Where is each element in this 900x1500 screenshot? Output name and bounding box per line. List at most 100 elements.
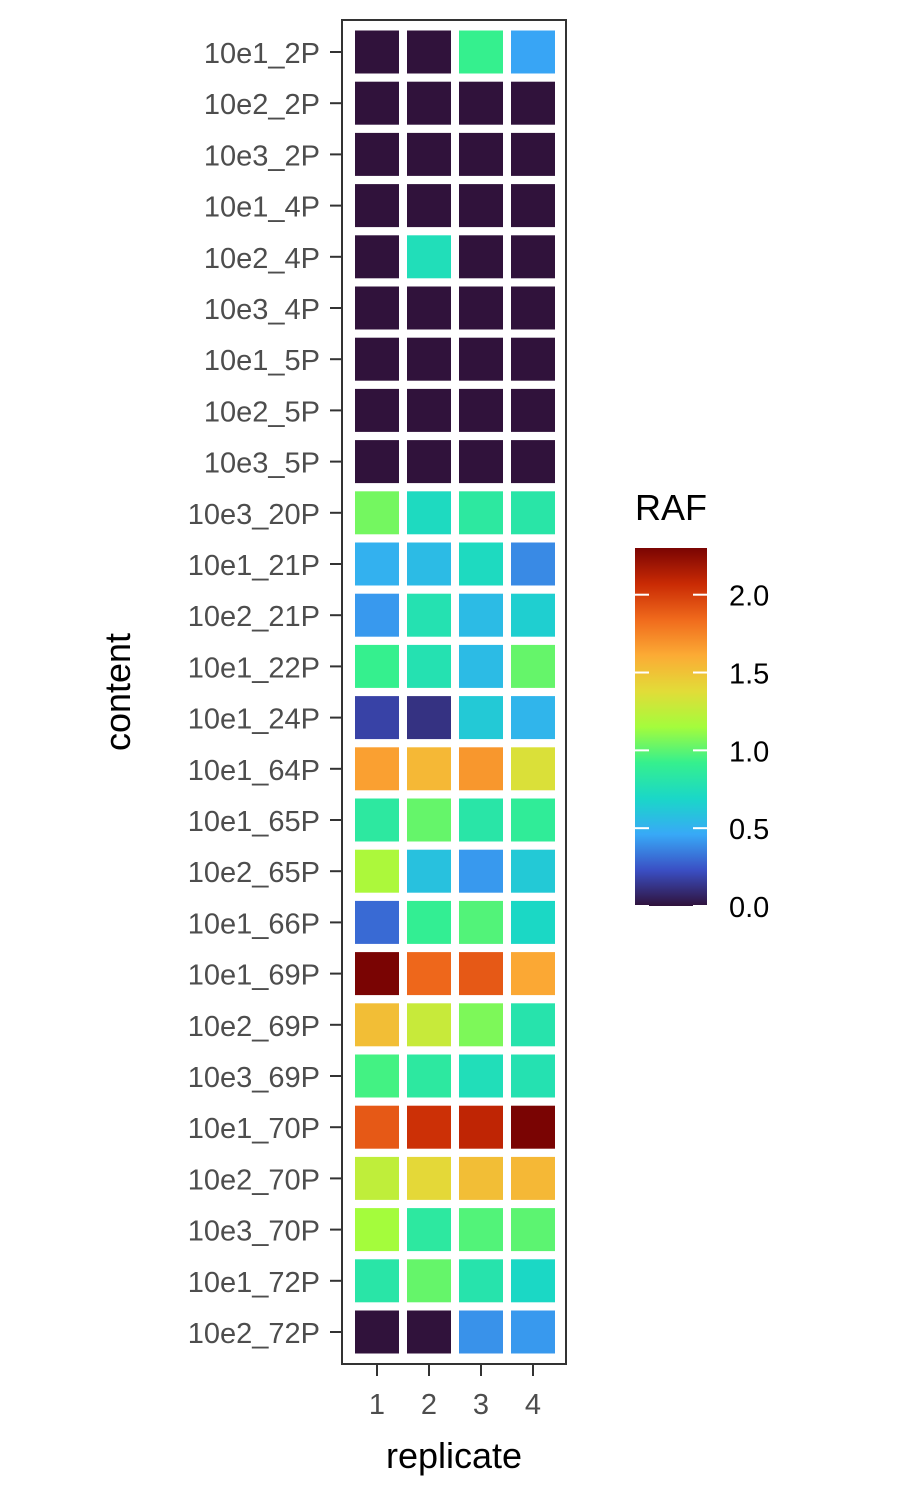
heatmap-cell bbox=[355, 1105, 399, 1149]
heatmap-cell bbox=[355, 1054, 399, 1098]
y-tick-label: 10e1_66P bbox=[188, 908, 320, 940]
heatmap-cell bbox=[511, 1259, 555, 1303]
y-tick-label: 10e1_21P bbox=[188, 550, 320, 582]
legend-tick-label: 1.0 bbox=[729, 736, 769, 768]
heatmap-cell bbox=[511, 81, 555, 125]
heatmap-cell bbox=[511, 286, 555, 330]
heatmap-cell bbox=[511, 644, 555, 688]
heatmap-cell bbox=[511, 1156, 555, 1200]
heatmap-cell bbox=[355, 286, 399, 330]
y-tick-label: 10e2_72P bbox=[188, 1318, 320, 1350]
heatmap-cell bbox=[355, 30, 399, 74]
heatmap-cell bbox=[459, 235, 503, 279]
heatmap-cell bbox=[407, 542, 451, 586]
heatmap-cell bbox=[459, 1259, 503, 1303]
heatmap-cell bbox=[511, 235, 555, 279]
heatmap-cell bbox=[511, 849, 555, 893]
panel-border bbox=[341, 19, 567, 1365]
y-tick-label: 10e2_65P bbox=[188, 857, 320, 889]
x-tick-label: 3 bbox=[473, 1389, 489, 1421]
heatmap-cell bbox=[459, 798, 503, 842]
heatmap-cell bbox=[407, 286, 451, 330]
heatmap-cell bbox=[407, 696, 451, 740]
heatmap-cell bbox=[407, 1105, 451, 1149]
y-tick-label: 10e3_20P bbox=[188, 499, 320, 531]
legend-ticks: 0.0 0.5 1.0 1.5 2.0 bbox=[635, 581, 769, 924]
legend-tick-label: 2.0 bbox=[729, 581, 769, 613]
heatmap-cell bbox=[459, 388, 503, 432]
heatmap-cell bbox=[407, 900, 451, 944]
y-tick-label: 10e2_4P bbox=[204, 243, 320, 275]
heatmap-cell bbox=[355, 491, 399, 535]
y-tick-label: 10e2_21P bbox=[188, 601, 320, 633]
heatmap-cell bbox=[407, 1156, 451, 1200]
y-tick-label: 10e1_70P bbox=[188, 1113, 320, 1145]
heatmap-cell bbox=[511, 798, 555, 842]
heatmap-cell bbox=[459, 849, 503, 893]
heatmap-cell bbox=[511, 184, 555, 228]
x-axis: 1 2 3 4 bbox=[369, 1364, 541, 1421]
heatmap-cell bbox=[459, 1105, 503, 1149]
heatmap-cell bbox=[459, 900, 503, 944]
heatmap-cell bbox=[407, 388, 451, 432]
y-tick-label: 10e1_24P bbox=[188, 704, 320, 736]
heatmap-cell bbox=[459, 30, 503, 74]
heatmap-cell bbox=[355, 132, 399, 176]
heatmap-cell bbox=[355, 337, 399, 381]
heatmap-cell bbox=[355, 849, 399, 893]
heatmap-cell bbox=[407, 337, 451, 381]
heatmap-cell bbox=[511, 491, 555, 535]
heatmap-cell bbox=[459, 132, 503, 176]
heatmap-cell bbox=[511, 952, 555, 996]
heatmap-cell bbox=[355, 1156, 399, 1200]
legend-tick-label: 0.0 bbox=[729, 892, 769, 924]
heatmap-cell bbox=[511, 132, 555, 176]
heatmap-cell bbox=[511, 388, 555, 432]
y-tick-label: 10e1_5P bbox=[204, 345, 320, 377]
y-tick-label: 10e1_65P bbox=[188, 806, 320, 838]
heatmap-cell bbox=[355, 952, 399, 996]
heatmap-cell bbox=[407, 235, 451, 279]
heatmap-cell bbox=[459, 1156, 503, 1200]
heatmap-cell bbox=[355, 235, 399, 279]
heatmap-cell bbox=[407, 81, 451, 125]
heatmap-cell bbox=[511, 1208, 555, 1252]
y-tick-label: 10e2_69P bbox=[188, 1011, 320, 1043]
heatmap-cells bbox=[355, 30, 555, 1354]
heatmap-cell bbox=[355, 593, 399, 637]
heatmap-cell bbox=[355, 747, 399, 791]
heatmap-cell bbox=[355, 440, 399, 484]
y-tick-label: 10e2_2P bbox=[204, 89, 320, 121]
heatmap-cell bbox=[459, 337, 503, 381]
heatmap-cell bbox=[355, 1259, 399, 1303]
heatmap-cell bbox=[407, 849, 451, 893]
heatmap-cell bbox=[459, 644, 503, 688]
heatmap-cell bbox=[511, 542, 555, 586]
heatmap-cell bbox=[511, 1054, 555, 1098]
heatmap-cell bbox=[355, 388, 399, 432]
heatmap-cell bbox=[511, 1310, 555, 1354]
heatmap-cell bbox=[355, 798, 399, 842]
y-tick-label: 10e2_70P bbox=[188, 1164, 320, 1196]
heatmap-cell bbox=[459, 696, 503, 740]
x-axis-title: replicate bbox=[386, 1435, 522, 1476]
y-tick-label: 10e3_5P bbox=[204, 448, 320, 480]
heatmap-cell bbox=[511, 696, 555, 740]
y-tick-label: 10e1_72P bbox=[188, 1267, 320, 1299]
heatmap-cell bbox=[459, 542, 503, 586]
heatmap-cell bbox=[407, 798, 451, 842]
heatmap-cell bbox=[407, 1310, 451, 1354]
y-tick-label: 10e3_2P bbox=[204, 140, 320, 172]
y-tick-label: 10e1_64P bbox=[188, 755, 320, 787]
heatmap-cell bbox=[355, 1003, 399, 1047]
x-tick-label: 1 bbox=[369, 1389, 385, 1421]
y-tick-label: 10e1_4P bbox=[204, 192, 320, 224]
heatmap-cell bbox=[511, 1003, 555, 1047]
x-tick-label: 2 bbox=[421, 1389, 437, 1421]
heatmap-cell bbox=[511, 337, 555, 381]
heatmap-cell bbox=[407, 1054, 451, 1098]
legend-title: RAF bbox=[635, 487, 707, 528]
heatmap-cell bbox=[459, 1054, 503, 1098]
y-axis-title: content bbox=[97, 633, 138, 751]
